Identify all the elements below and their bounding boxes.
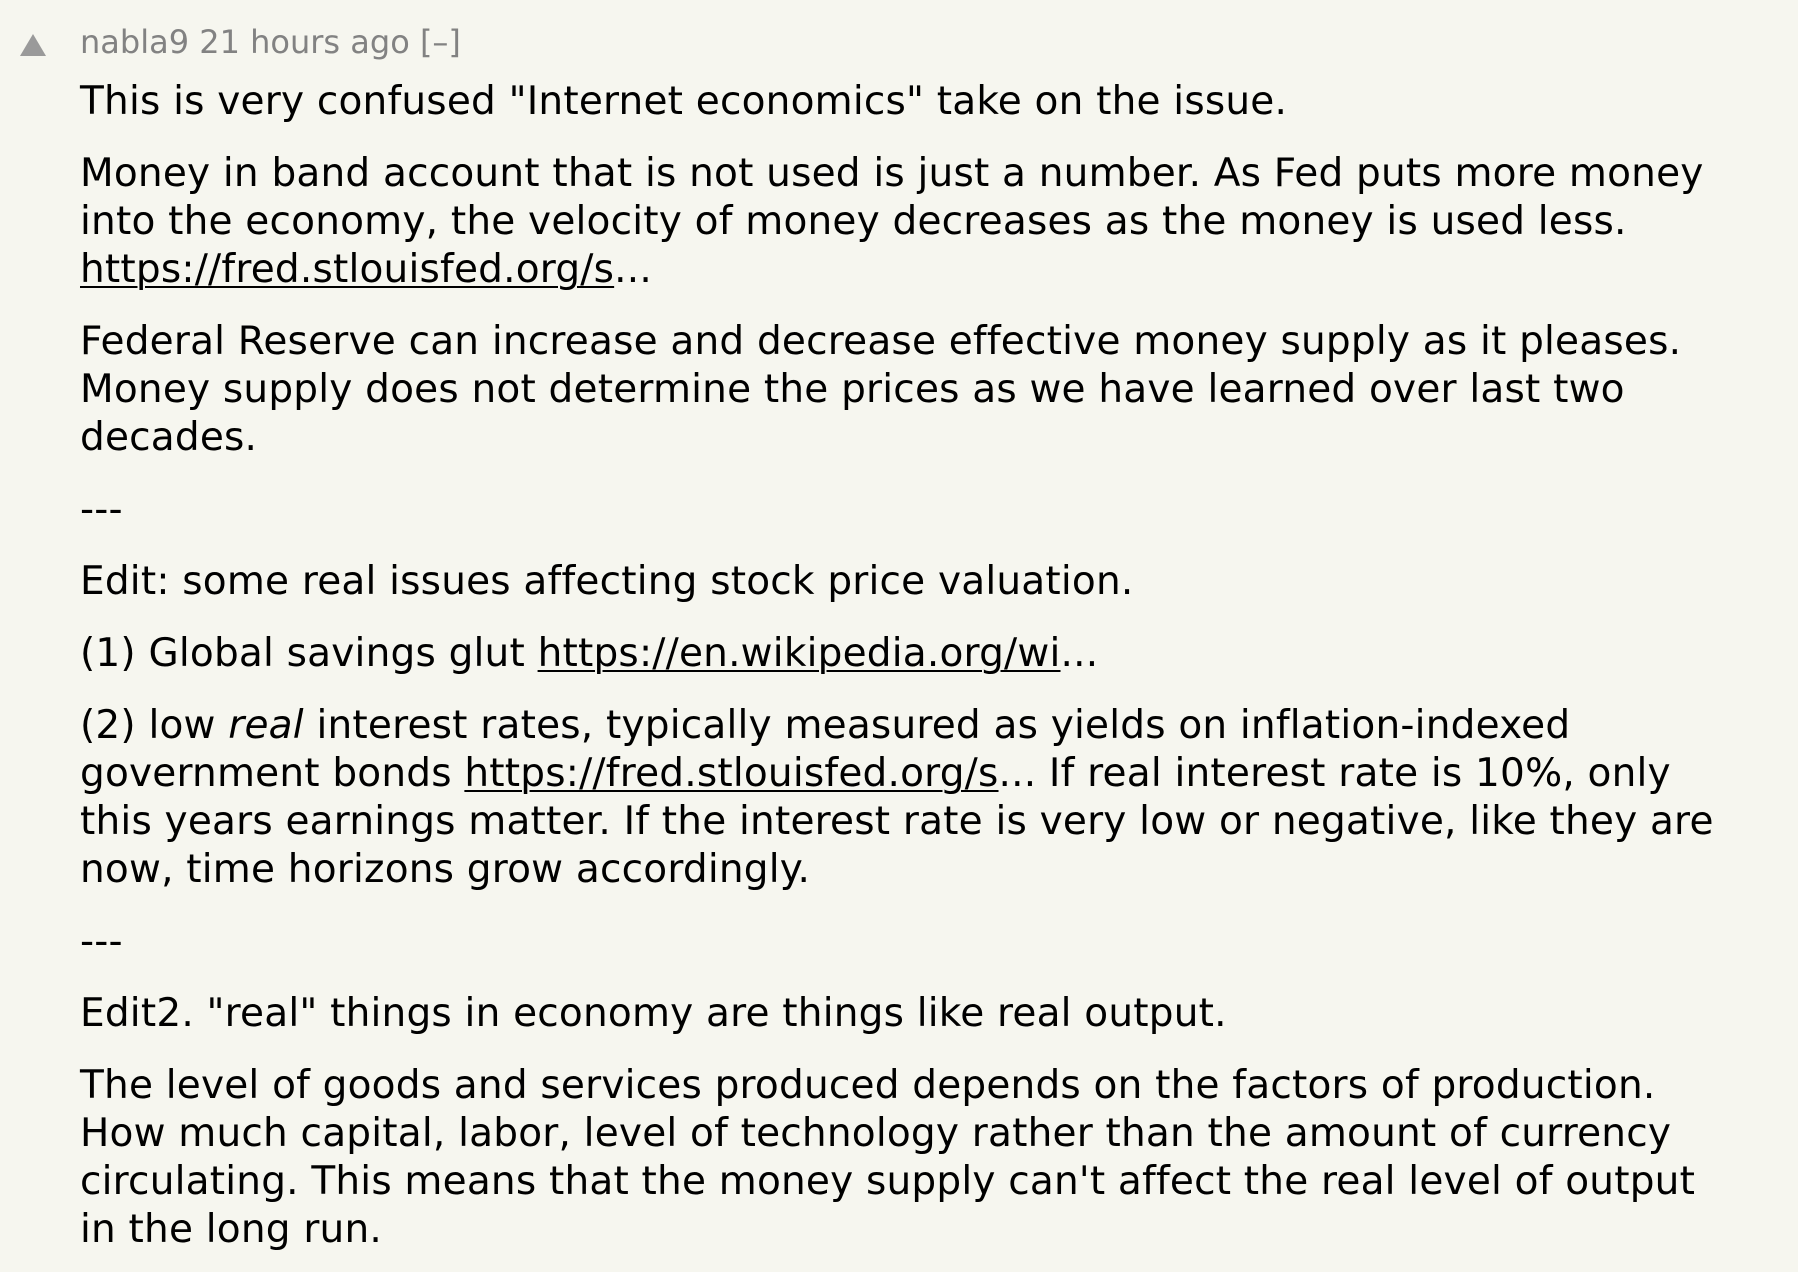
paragraph-8: The level of goods and services produced… [80, 1063, 1696, 1252]
comment-text: This is very confused "Internet economic… [80, 78, 1740, 1272]
paragraph-6: (2) low real interest rates, typically m… [80, 702, 1740, 894]
comment-age-link[interactable]: 21 hours ago [199, 23, 410, 61]
collapse-toggle[interactable]: [–] [419, 23, 461, 61]
comment-header: nabla9 21 hours ago [–] [80, 20, 461, 64]
emphasis-real: real [228, 703, 304, 748]
fred-link-1[interactable]: https://fred.stlouisfed.org/s [80, 247, 615, 292]
paragraph-7: Edit2. "real" things in economy are thin… [80, 991, 1227, 1036]
paragraph-2: Money in band account that is not used i… [80, 150, 1740, 294]
paragraph-6-pre: (2) low [80, 703, 216, 748]
username-link[interactable]: nabla9 [80, 23, 190, 61]
paragraph-5: (1) Global savings glut https://en.wikip… [80, 630, 1740, 678]
paragraph-6-mid: interest rates, typically measured as yi… [80, 703, 1571, 796]
fred-link-2[interactable]: https://fred.stlouisfed.org/s [464, 751, 999, 796]
paragraph-2-text: Money in band account that is not used i… [80, 151, 1704, 244]
paragraph-4: Edit: some real issues affecting stock p… [80, 559, 1134, 604]
wikipedia-link[interactable]: https://en.wikipedia.org/wi [537, 631, 1061, 676]
paragraph-1: This is very confused "Internet economic… [80, 79, 1288, 124]
link-ellipsis: ... [1060, 631, 1099, 676]
upvote-triangle-icon[interactable] [18, 32, 52, 62]
paragraph-5-text: (1) Global savings glut [80, 631, 525, 676]
paragraph-3: Federal Reserve can increase and decreas… [80, 319, 1682, 460]
paragraph-6-post: If real interest rate is 10%, only this … [80, 751, 1714, 892]
separator-1: --- [80, 487, 123, 532]
link-ellipsis: ... [998, 751, 1037, 796]
link-ellipsis: ... [614, 247, 652, 292]
separator-2: --- [80, 919, 123, 964]
